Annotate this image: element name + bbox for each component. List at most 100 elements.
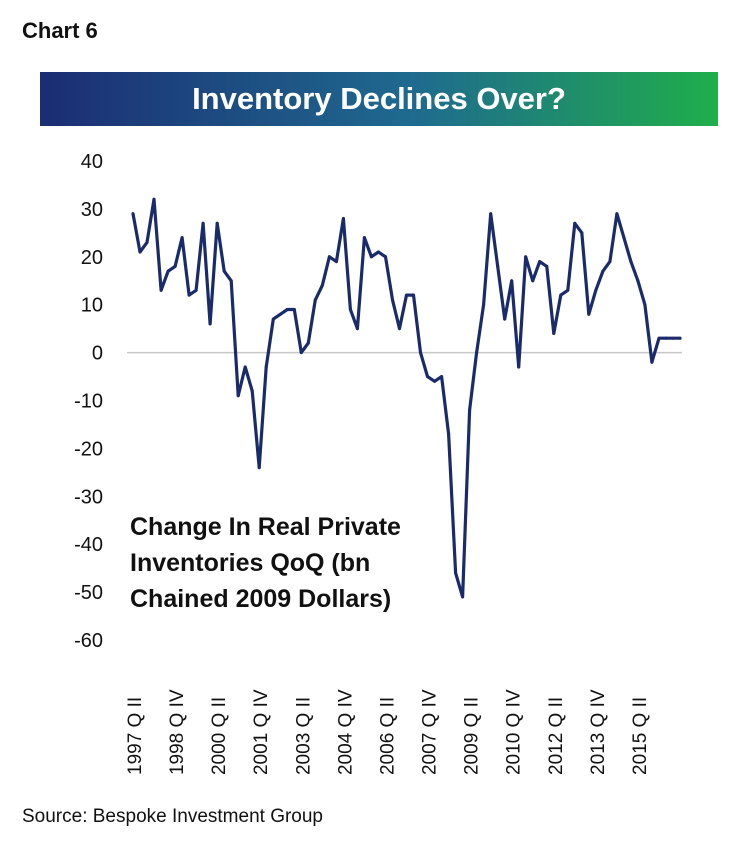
- y-axis-ticks: 40 30 20 10 0 -10 -20 -30 -40 -50 -60: [74, 151, 103, 652]
- data-point: [440, 375, 444, 379]
- x-axis-ticks: 1997 Q II 1998 Q IV 2000 Q II 2001 Q IV 2003…: [125, 689, 651, 775]
- data-point: [264, 365, 268, 369]
- y-tick-label: 30: [81, 199, 103, 221]
- data-point: [650, 360, 654, 364]
- chart-label: Chart 6: [22, 18, 98, 43]
- data-point: [320, 284, 324, 287]
- data-point: [615, 212, 619, 216]
- data-point: [369, 255, 373, 259]
- data-point: [131, 212, 135, 216]
- data-point: [398, 327, 401, 331]
- data-point: [601, 269, 605, 273]
- data-point: [559, 293, 563, 297]
- y-tick-label: -50: [74, 582, 103, 604]
- data-point: [229, 279, 233, 283]
- data-point: [362, 236, 366, 240]
- data-point: [334, 260, 338, 264]
- data-point: [629, 260, 633, 264]
- data-point: [475, 351, 479, 355]
- x-tick-label: 2007 Q IV: [420, 689, 441, 775]
- x-tick-label: 1997 Q II: [125, 697, 146, 775]
- data-point: [622, 236, 626, 240]
- data-point: [566, 288, 570, 292]
- data-point: [671, 336, 675, 340]
- data-point: [355, 327, 359, 331]
- data-point: [159, 288, 163, 292]
- data-point: [657, 336, 661, 340]
- data-point: [306, 341, 310, 345]
- data-point: [461, 595, 465, 599]
- x-tick-label: 2013 Q IV: [588, 689, 609, 775]
- data-point: [292, 308, 296, 311]
- data-point: [531, 279, 535, 283]
- data-point: [299, 351, 303, 355]
- data-point: [405, 293, 408, 297]
- data-point: [608, 260, 612, 264]
- annotation-line: Inventories QoQ (bn: [130, 549, 370, 577]
- data-point: [412, 293, 415, 297]
- source-note: Source: Bespoke Investment Group: [22, 806, 323, 827]
- y-tick-label: 0: [92, 343, 103, 365]
- x-tick-label: 2006 Q II: [377, 697, 398, 775]
- data-point: [236, 394, 240, 398]
- data-point: [180, 236, 184, 240]
- data-point: [503, 317, 507, 321]
- data-point: [433, 379, 437, 383]
- x-tick-label: 2001 Q IV: [251, 689, 272, 775]
- data-point: [517, 365, 521, 369]
- data-point: [468, 408, 472, 412]
- data-point: [257, 466, 261, 470]
- data-point: [643, 303, 647, 307]
- data-point: [285, 308, 289, 311]
- data-point: [271, 317, 275, 321]
- annotation-line: Chained 2009 Dollars): [130, 585, 391, 613]
- data-point: [243, 365, 247, 369]
- x-tick-label: 2012 Q II: [546, 697, 567, 775]
- y-tick-label: -20: [74, 438, 103, 460]
- y-tick-label: -10: [74, 391, 103, 413]
- data-point: [341, 217, 345, 220]
- y-tick-label: -60: [74, 630, 103, 652]
- x-tick-label: 2015 Q II: [630, 697, 651, 775]
- x-tick-label: 2010 Q IV: [504, 689, 525, 775]
- data-point: [187, 293, 191, 297]
- data-point: [391, 298, 394, 302]
- data-point: [194, 288, 198, 292]
- data-points: [131, 197, 682, 599]
- data-point: [580, 231, 584, 235]
- data-point: [573, 221, 577, 225]
- data-point: [636, 279, 640, 283]
- data-point: [166, 269, 170, 273]
- data-point: [138, 250, 142, 254]
- data-point: [278, 312, 282, 316]
- data-point: [152, 197, 156, 201]
- data-point: [454, 571, 458, 575]
- x-tick-label: 2000 Q II: [209, 697, 230, 775]
- data-point: [376, 250, 380, 254]
- data-point: [313, 298, 317, 302]
- data-point: [173, 264, 177, 268]
- data-point: [327, 255, 331, 259]
- data-point: [447, 432, 451, 436]
- data-point: [384, 255, 387, 259]
- x-tick-label: 2004 Q IV: [335, 689, 356, 775]
- data-point: [426, 375, 429, 379]
- data-point: [524, 255, 528, 259]
- chart-title-banner: Inventory Declines Over?: [40, 72, 718, 126]
- data-point: [496, 264, 500, 268]
- data-point: [510, 279, 514, 283]
- data-point: [215, 221, 219, 225]
- data-point: [678, 336, 682, 340]
- data-point: [145, 240, 149, 244]
- y-tick-label: 10: [81, 295, 103, 317]
- data-point: [208, 322, 212, 326]
- data-point: [552, 331, 556, 335]
- chart-title: Inventory Declines Over?: [192, 81, 566, 116]
- data-point: [538, 260, 542, 264]
- y-tick-label: 40: [81, 151, 103, 173]
- y-tick-label: 20: [81, 247, 103, 269]
- annotation-line: Change In Real Private: [130, 513, 401, 541]
- data-point: [482, 303, 486, 307]
- y-tick-label: -30: [74, 486, 103, 508]
- data-point: [419, 351, 422, 355]
